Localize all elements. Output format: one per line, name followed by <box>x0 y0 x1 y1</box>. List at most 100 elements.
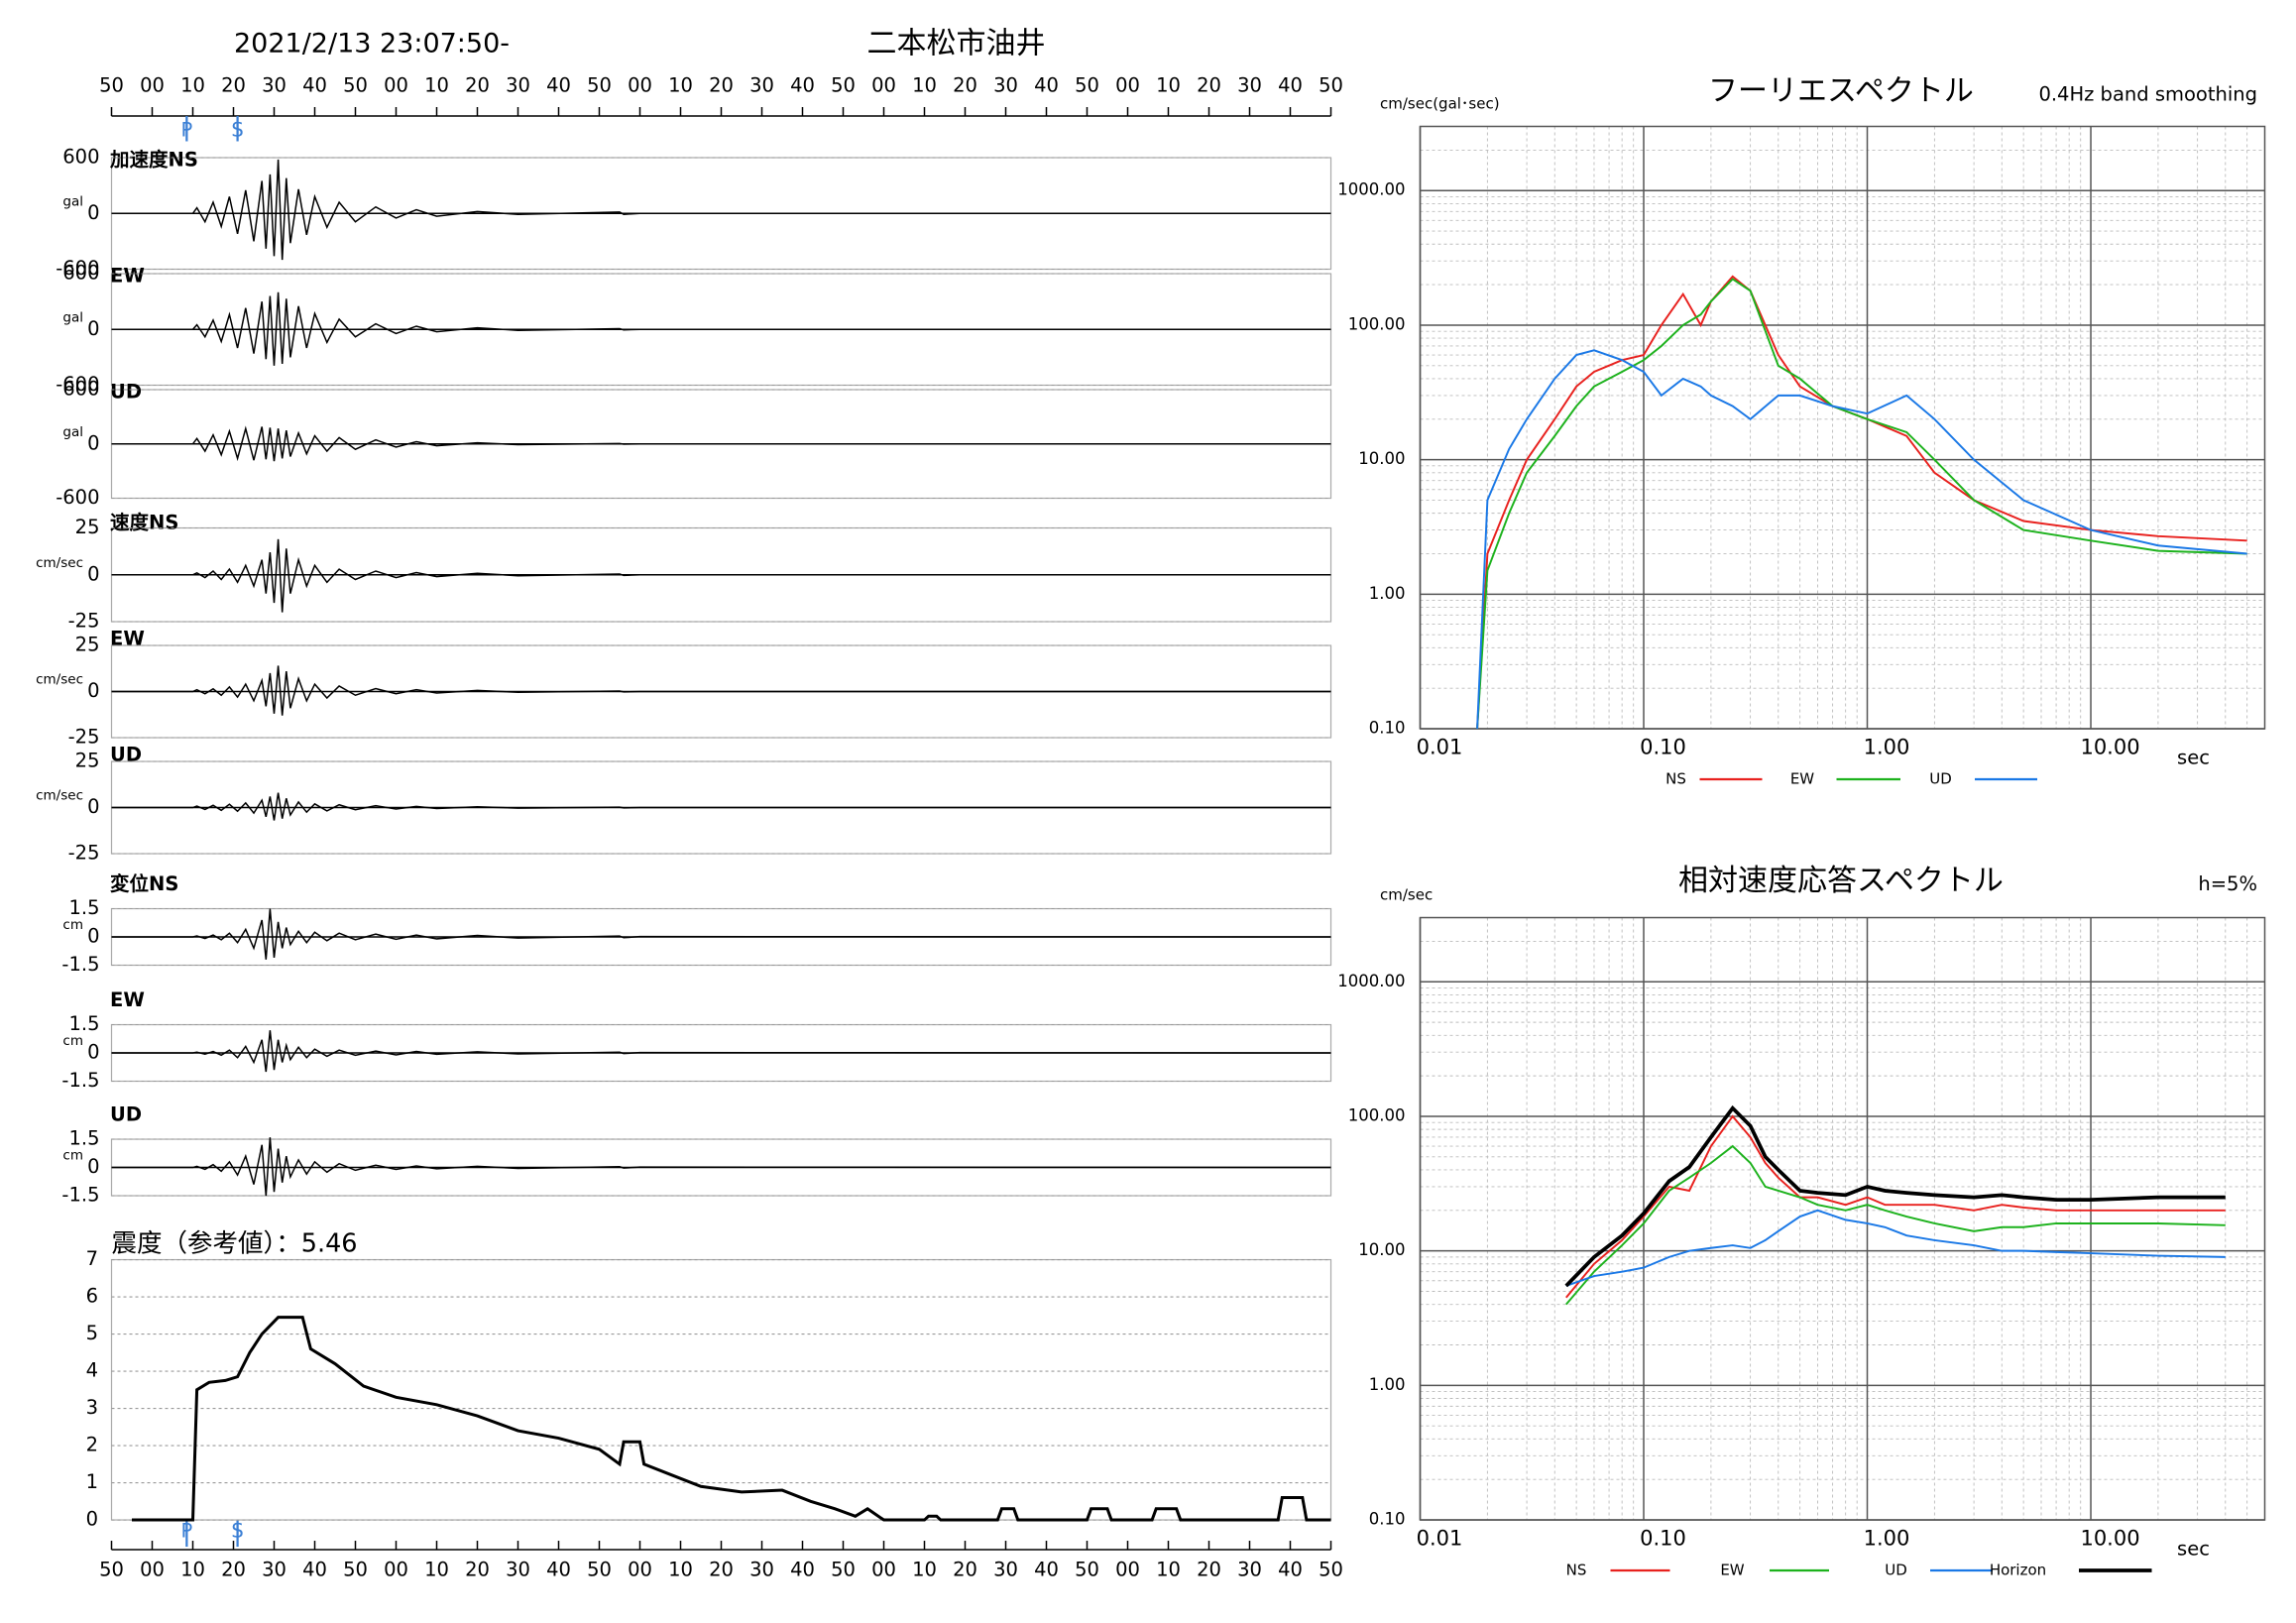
y-tick-label: 0 <box>87 679 99 702</box>
time-tick-label: 30 <box>262 74 287 97</box>
time-tick-label: 40 <box>302 74 327 97</box>
time-tick-label: 00 <box>628 1559 652 1581</box>
spectrum-line <box>1565 1144 2226 1306</box>
time-tick-label: 30 <box>506 1559 530 1581</box>
y-tick-label: -600 <box>56 257 99 280</box>
y-tick-label: -1.5 <box>61 1184 99 1207</box>
time-tick-label: 40 <box>1278 74 1303 97</box>
time-tick-label: 40 <box>1034 1559 1059 1581</box>
time-tick-label: 20 <box>953 74 977 97</box>
x-tick-label: 0.10 <box>1640 736 1686 759</box>
spectrum-line <box>1564 1104 2226 1288</box>
legend-label: NS <box>1665 770 1686 788</box>
unit-label: gal <box>62 193 83 209</box>
y-tick-label: 600 <box>62 262 99 285</box>
time-tick-label: 00 <box>140 1559 165 1581</box>
time-tick-label: 00 <box>140 74 165 97</box>
y-tick-label: 25 <box>75 634 100 656</box>
unit-label: cm/sec <box>36 672 83 688</box>
y-tick-label: 5 <box>86 1322 98 1344</box>
plot-frame <box>1419 916 2266 1521</box>
legend-label: EW <box>1790 770 1814 788</box>
y-tick-label: 1.5 <box>68 896 99 919</box>
trace-title: UD <box>110 744 142 766</box>
y-tick-label: 25 <box>75 750 100 772</box>
time-tick-label: 50 <box>1319 74 1343 97</box>
y-tick-label: 2 <box>86 1434 98 1456</box>
legend-label: NS <box>1566 1562 1587 1579</box>
y-tick-label: 1 <box>86 1470 98 1493</box>
y-tick-label: -600 <box>56 486 99 509</box>
x-tick-label: 1.00 <box>1864 736 1910 759</box>
legend-label: UD <box>1929 770 1952 788</box>
datetime: 2021/2/13 23:07:50- <box>234 29 510 59</box>
trace-title: 変位NS <box>110 872 178 895</box>
trace-title: 速度NS <box>110 512 178 534</box>
y-tick-label: 6 <box>86 1285 98 1308</box>
waveform <box>111 425 1331 462</box>
time-tick-label: 00 <box>1115 74 1140 97</box>
x-axis-label: sec <box>2177 1538 2210 1561</box>
y-tick-label: -1.5 <box>61 953 99 976</box>
y-tick-label: 0 <box>87 201 99 224</box>
time-tick-label: 40 <box>1034 74 1059 97</box>
trace-title: UD <box>110 1103 142 1126</box>
y-tick-label: 600 <box>62 378 99 401</box>
time-tick-label: 30 <box>749 74 774 97</box>
y-tick-label: -1.5 <box>61 1069 99 1092</box>
time-tick-label: 00 <box>628 74 652 97</box>
y-tick-label: 100.00 <box>1348 314 1406 333</box>
time-tick-label: 20 <box>953 1559 977 1581</box>
y-axis-label: cm/sec <box>1380 886 1433 904</box>
time-tick-label: 00 <box>871 74 896 97</box>
time-tick-label: 10 <box>180 1559 205 1581</box>
y-tick-label: 600 <box>62 146 99 169</box>
time-tick-label: 50 <box>343 74 368 97</box>
y-axis-label: cm/sec(gal･sec) <box>1380 95 1500 113</box>
time-tick-label: 30 <box>1237 74 1262 97</box>
y-tick-label: 1000.00 <box>1337 180 1405 199</box>
y-tick-label: 10.00 <box>1358 449 1405 468</box>
y-tick-label: 3 <box>86 1396 98 1419</box>
s-label: S <box>231 119 243 142</box>
y-tick-label: 4 <box>86 1359 98 1382</box>
y-tick-label: 0 <box>87 431 99 454</box>
time-tick-label: 10 <box>1156 74 1181 97</box>
time-tick-label: 30 <box>993 74 1018 97</box>
unit-label: cm/sec <box>36 555 83 571</box>
spectrum-line <box>1476 275 2247 730</box>
y-tick-label: 0 <box>87 1155 99 1178</box>
x-tick-label: 0.01 <box>1417 1527 1463 1551</box>
spectrum-line <box>1565 1209 2226 1287</box>
y-tick-label: -25 <box>68 726 100 749</box>
trace-title: EW <box>110 628 145 650</box>
spectrum-title: 相対速度応答スペクトル <box>1678 864 2004 898</box>
spectrum-line <box>1476 278 2247 730</box>
time-tick-label: 20 <box>221 74 246 97</box>
y-tick-label: -25 <box>68 842 100 865</box>
y-tick-label: -25 <box>68 610 100 633</box>
time-tick-label: 50 <box>1319 1559 1343 1581</box>
time-tick-label: 30 <box>262 1559 287 1581</box>
y-tick-label: 25 <box>75 516 100 538</box>
time-tick-label: 20 <box>709 1559 734 1581</box>
waveform <box>111 665 1331 716</box>
unit-label: cm <box>62 1148 83 1164</box>
trace-title: EW <box>110 265 145 288</box>
p-label: P <box>180 1520 192 1543</box>
plot-frame <box>1419 125 2266 730</box>
time-tick-label: 40 <box>546 1559 571 1581</box>
time-tick-label: 10 <box>1156 1559 1181 1581</box>
waveform <box>111 1030 1331 1073</box>
unit-label: gal <box>62 424 83 440</box>
time-tick-label: 00 <box>1115 1559 1140 1581</box>
trace-title: UD <box>110 381 142 404</box>
y-tick-label: 10.00 <box>1358 1240 1405 1259</box>
time-tick-label: 40 <box>790 74 815 97</box>
time-tick-label: 30 <box>749 1559 774 1581</box>
y-tick-label: 1.5 <box>68 1012 99 1035</box>
legend-label: UD <box>1885 1562 1907 1579</box>
y-tick-label: 0.10 <box>1369 719 1406 738</box>
time-tick-label: 00 <box>384 74 408 97</box>
